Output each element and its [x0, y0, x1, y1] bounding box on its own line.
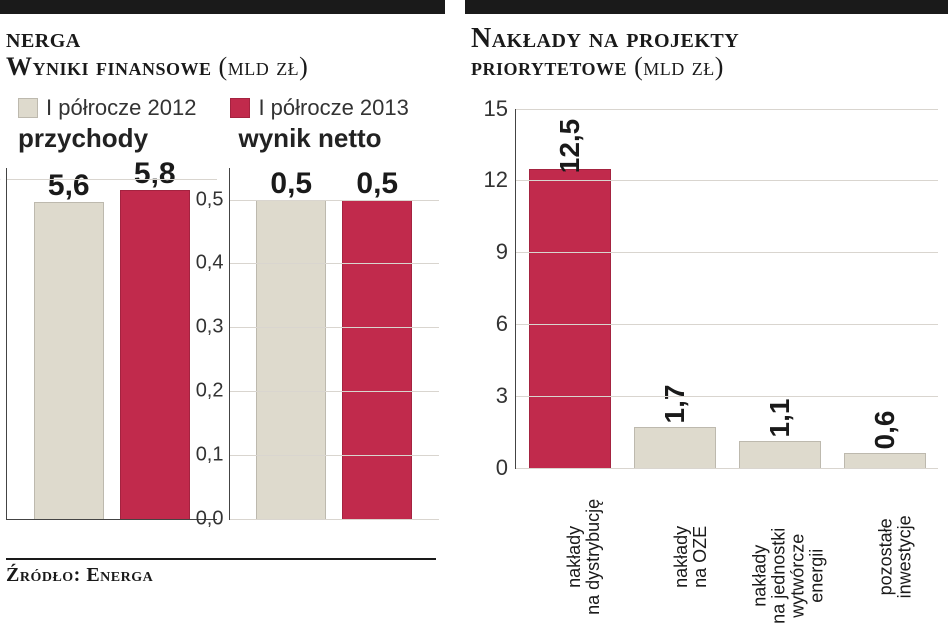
y-tick-label: 12 [484, 167, 508, 193]
subtitle-wynik-netto: wynik netto [219, 123, 440, 154]
y-tick-label: 0 [496, 455, 508, 481]
y-tick-label: 0,2 [196, 380, 224, 403]
bar: 5,8 [120, 190, 190, 518]
gridline [516, 396, 938, 397]
bar-value-label: 5,8 [134, 157, 176, 191]
left-charts-row: 5,65,8 6 0,50,5 0,00,10,20,30,40,5 [0, 160, 445, 520]
legend-item-2013: I półrocze 2013 [230, 95, 408, 121]
category-label-text: nakłady na OZE [672, 526, 710, 588]
bar-value-label: 1,1 [764, 399, 796, 438]
title-line2: priorytetowe (mld zł) [471, 53, 942, 80]
gridline [230, 327, 440, 328]
y-tick-label: 3 [496, 383, 508, 409]
y-tick-label: 0,4 [196, 252, 224, 275]
chart-naklady-categories: nakłady na dystrybucję nakłady na OZE nakł… [516, 468, 938, 614]
chart-przychody-bars: 5,65,8 [7, 168, 217, 519]
bar: 1,1 [739, 441, 821, 467]
panel-topbar [0, 0, 445, 14]
category-label: nakłady na OZE [660, 474, 722, 614]
gridline [230, 391, 440, 392]
bar: 5,6 [34, 202, 104, 519]
bar-value-label: 1,7 [659, 385, 691, 424]
legend-item-2012: I półrocze 2012 [18, 95, 196, 121]
gridline [230, 519, 440, 520]
legend-label-2012: I półrocze 2012 [46, 95, 196, 120]
title-unit: (mld zł) [634, 52, 724, 81]
category-label: nakłady na jednostki wytwórcze energii [740, 474, 836, 614]
gridline [516, 468, 938, 469]
chart-przychody: 5,65,8 6 [6, 168, 217, 520]
category-label: pozostałe inwestycje [854, 474, 937, 614]
category-label-text: nakłady na jednostki wytwórcze energii [750, 527, 826, 623]
subtitle-przychody: przychody [18, 123, 219, 154]
bar-wrap: 12,5 [526, 109, 613, 468]
title-line1: Nakłady na projekty [471, 24, 942, 53]
gridline [516, 180, 938, 181]
legend: I półrocze 2012 I półrocze 2013 [0, 85, 445, 123]
chart-naklady: 12,51,71,10,6 nakłady na dystrybucjęnakł… [515, 109, 938, 469]
left-title: nerga Wyniki finansowe (mld zł) [0, 14, 445, 85]
gridline [230, 455, 440, 456]
title-unit: (mld zł) [219, 52, 309, 81]
gridline [516, 109, 938, 110]
y-tick-label: 15 [484, 96, 508, 122]
y-tick-label: 6 [496, 311, 508, 337]
bar-value-label: 12,5 [554, 118, 586, 173]
y-tick-label: 0,5 [196, 188, 224, 211]
bar-value-label: 0,5 [356, 167, 398, 201]
legend-label-2013: I półrocze 2013 [258, 95, 408, 120]
y-tick-label: 9 [496, 239, 508, 265]
category-label-text: pozostałe inwestycje [877, 515, 915, 598]
left-panel: nerga Wyniki finansowe (mld zł) I półroc… [0, 0, 445, 593]
right-title: Nakłady na projekty priorytetowe (mld zł… [465, 14, 948, 85]
title-line2-text: priorytetowe [471, 52, 634, 81]
legend-swatch-2012 [18, 98, 38, 118]
bar: 1,7 [634, 427, 716, 468]
title-subtitle: Wyniki finansowe (mld zł) [6, 53, 439, 80]
gridline [230, 200, 440, 201]
y-tick-label: 0,0 [196, 507, 224, 530]
y-tick-label: 0,3 [196, 316, 224, 339]
gridline [516, 324, 938, 325]
bar-value-label: 5,6 [48, 169, 90, 203]
source-line: Źródło: Energa [6, 558, 436, 587]
y-tick-label: 0,1 [196, 443, 224, 466]
y-tick-label: 6 [0, 168, 1, 191]
right-panel: Nakłady na projekty priorytetowe (mld zł… [465, 0, 948, 593]
gridline [230, 263, 440, 264]
bar-wrap: 1,7 [631, 109, 718, 468]
bar: 0,6 [844, 453, 926, 467]
chart-subtitles: przychody wynik netto [0, 123, 445, 160]
gridline [7, 179, 217, 180]
bar: 12,5 [529, 169, 611, 468]
bar-value-label: 0,5 [270, 167, 312, 201]
panel-topbar [465, 0, 948, 14]
legend-swatch-2013 [230, 98, 250, 118]
bar: 0,5 [256, 200, 326, 519]
gridline [516, 252, 938, 253]
bar-value-label: 0,6 [869, 411, 901, 450]
bar-wrap: 1,1 [736, 109, 823, 468]
chart-naklady-bars: 12,5 1,7 1,1 0,6 [516, 109, 938, 468]
title-subtitle-text: Wyniki finansowe [6, 52, 219, 81]
category-label: nakłady na dystrybucję [526, 474, 642, 614]
title-company: nerga [6, 24, 439, 53]
chart-wynik-netto-bars: 0,50,5 [230, 168, 440, 519]
bar: 0,5 [342, 200, 412, 519]
category-label-text: nakłady na dystrybucję [565, 499, 603, 615]
chart-wynik-netto: 0,50,5 0,00,10,20,30,40,5 [229, 168, 440, 520]
bar-wrap: 0,6 [841, 109, 928, 468]
